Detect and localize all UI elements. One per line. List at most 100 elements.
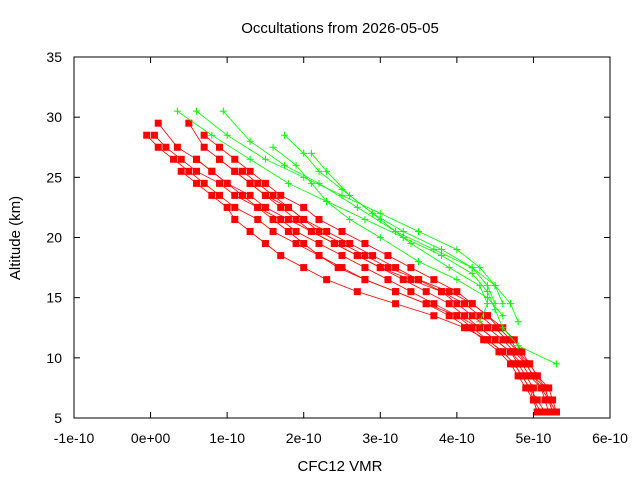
red-profile-series	[215, 155, 553, 416]
red-square-point	[292, 227, 300, 235]
green-plus-point	[281, 131, 289, 139]
red-square-point	[533, 372, 541, 380]
red-square-point	[353, 252, 361, 260]
red-square-point	[407, 288, 415, 296]
green-plus-point	[483, 282, 491, 290]
green-plus-point	[483, 300, 491, 308]
red-square-point	[269, 215, 277, 223]
red-square-point	[254, 215, 262, 223]
red-square-point	[438, 288, 446, 296]
green-plus-point	[376, 215, 384, 223]
green-plus-point	[552, 360, 560, 368]
red-square-point	[541, 396, 549, 404]
red-square-point	[491, 336, 499, 344]
red-square-point	[154, 143, 162, 151]
x-axis-title: CFC12 VMR	[297, 458, 382, 475]
red-square-point	[461, 300, 469, 308]
green-plus-point	[453, 276, 461, 284]
y-tick-label: 5	[54, 410, 62, 426]
red-square-point	[193, 155, 201, 163]
x-tick-label: -1e-10	[54, 430, 95, 446]
green-plus-point	[323, 167, 331, 175]
red-square-point	[246, 167, 254, 175]
green-plus-point	[307, 179, 315, 187]
red-square-point	[392, 288, 400, 296]
red-square-point	[464, 324, 472, 332]
red-square-point	[526, 372, 534, 380]
red-square-point	[526, 360, 534, 368]
red-square-point	[480, 336, 488, 344]
red-square-point	[545, 384, 553, 392]
green-plus-point	[173, 107, 181, 115]
red-square-point	[499, 336, 507, 344]
green-profile-series	[269, 143, 507, 320]
green-plus-point	[430, 246, 438, 254]
red-square-point	[185, 119, 193, 127]
red-square-point	[346, 240, 354, 248]
red-square-point	[518, 372, 526, 380]
red-square-point	[269, 191, 277, 199]
red-square-point	[215, 155, 223, 163]
green-plus-point	[415, 227, 423, 235]
red-square-point	[185, 167, 193, 175]
red-square-point	[491, 324, 499, 332]
green-plus-point	[300, 149, 308, 157]
red-square-point	[483, 312, 491, 320]
green-plus-point	[499, 300, 507, 308]
red-square-point	[552, 408, 560, 416]
red-square-point	[307, 227, 315, 235]
green-profile-line	[177, 110, 557, 365]
red-square-point	[506, 360, 514, 368]
red-square-point	[173, 143, 181, 151]
red-profile-series	[185, 119, 560, 416]
red-square-point	[461, 324, 469, 332]
green-plus-point	[219, 107, 227, 115]
red-square-point	[476, 324, 484, 332]
red-square-point	[193, 167, 201, 175]
red-square-point	[300, 203, 308, 211]
red-square-point	[495, 324, 503, 332]
y-axis-title: Altitude (km)	[7, 196, 24, 280]
green-plus-point	[246, 137, 254, 145]
red-square-point	[353, 288, 361, 296]
red-square-point	[238, 167, 246, 175]
chart-title: Occultations from 2026-05-05	[241, 20, 439, 37]
red-square-point	[399, 276, 407, 284]
red-square-point	[510, 336, 518, 344]
red-square-point	[254, 203, 262, 211]
green-plus-point	[438, 246, 446, 254]
red-square-point	[510, 348, 518, 356]
x-tick-label: 4e-10	[439, 430, 475, 446]
red-square-point	[468, 312, 476, 320]
red-square-point	[361, 240, 369, 248]
red-square-point	[215, 143, 223, 151]
red-square-point	[533, 396, 541, 404]
red-square-point	[231, 215, 239, 223]
red-square-point	[522, 360, 530, 368]
red-square-point	[177, 155, 185, 163]
green-plus-point	[323, 197, 331, 205]
x-tick-label: 5e-10	[516, 430, 552, 446]
red-square-point	[476, 312, 484, 320]
red-square-point	[529, 384, 537, 392]
red-square-point	[506, 336, 514, 344]
red-square-point	[208, 191, 216, 199]
red-square-point	[246, 227, 254, 235]
red-square-point	[499, 348, 507, 356]
red-square-point	[453, 300, 461, 308]
red-square-point	[453, 288, 461, 296]
red-square-point	[453, 312, 461, 320]
red-square-point	[177, 167, 185, 175]
red-square-point	[261, 179, 269, 187]
red-square-point	[529, 396, 537, 404]
red-square-point	[338, 240, 346, 248]
x-tick-label: 3e-10	[362, 430, 398, 446]
green-plus-point	[491, 282, 499, 290]
red-square-point	[170, 155, 178, 163]
red-square-point	[483, 324, 491, 332]
red-square-point	[231, 155, 239, 163]
red-square-point	[445, 312, 453, 320]
green-plus-point	[284, 179, 292, 187]
red-square-point	[223, 203, 231, 211]
